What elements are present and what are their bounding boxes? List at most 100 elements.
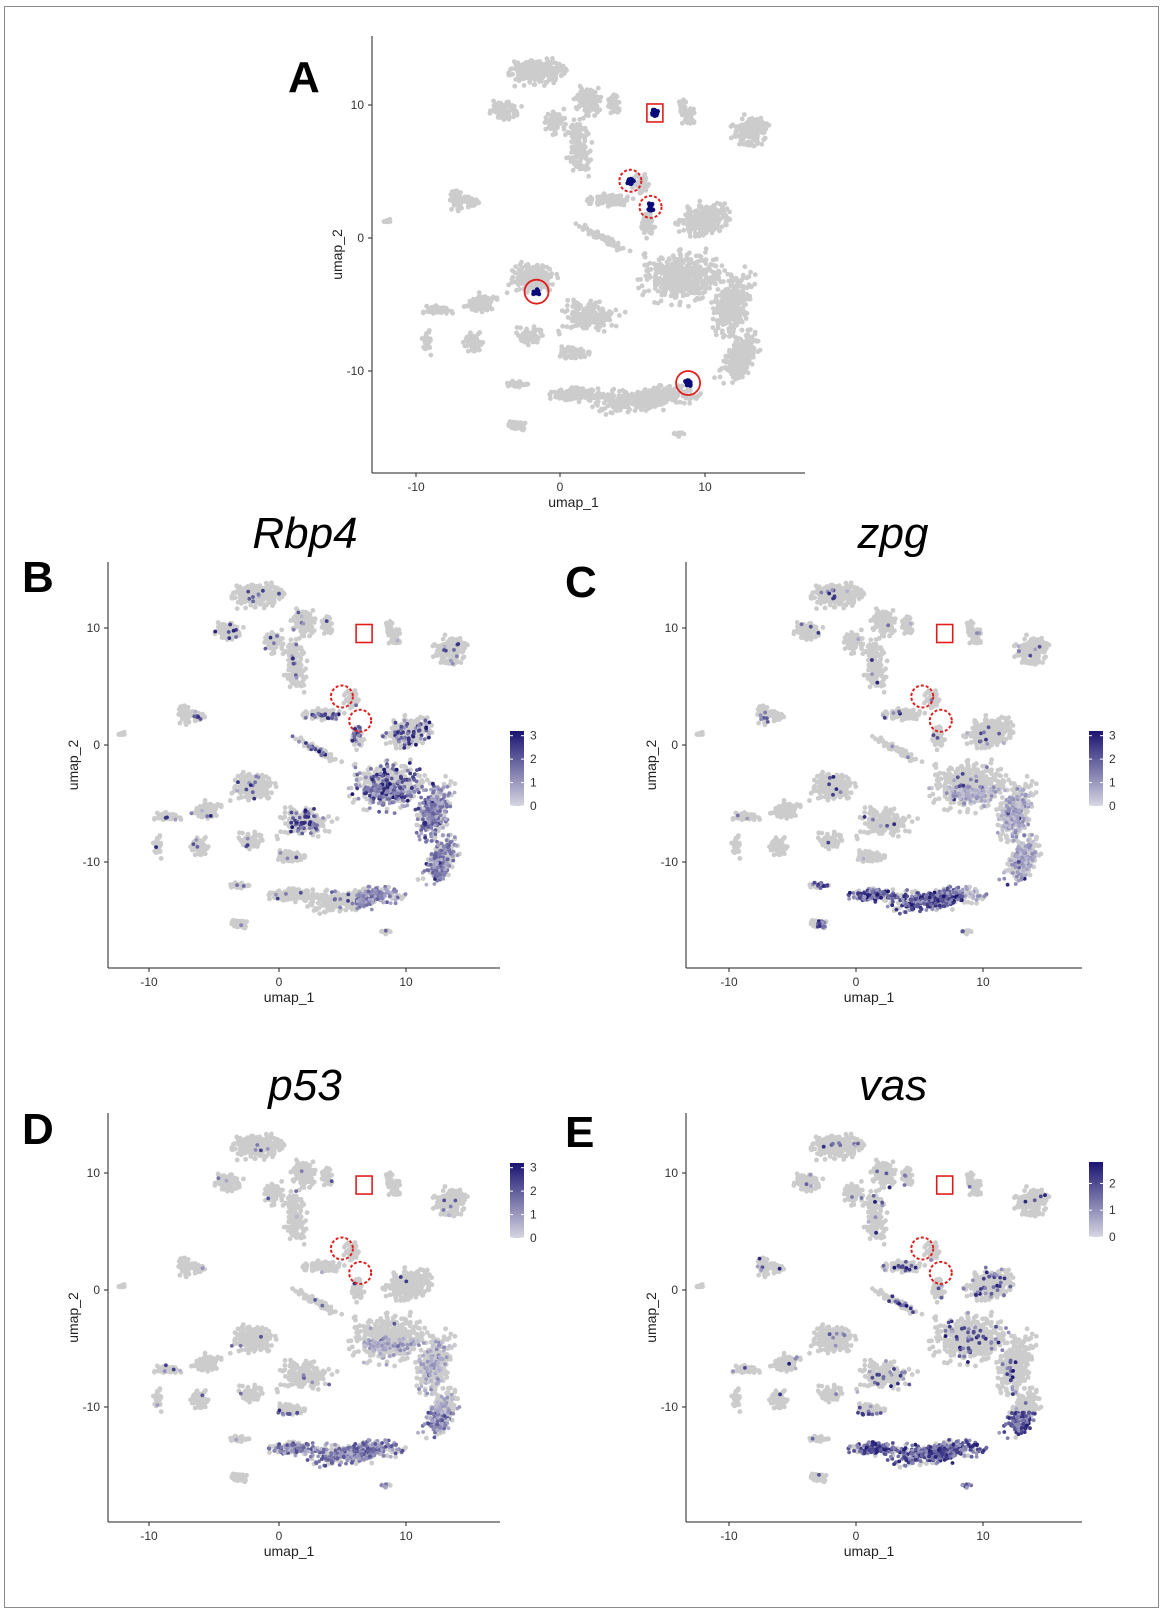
cell-point	[518, 272, 523, 277]
cell-point	[608, 401, 613, 406]
cell-point	[427, 309, 432, 314]
cell-point	[592, 113, 597, 118]
cell-point	[515, 325, 520, 330]
cell-point	[219, 630, 224, 635]
cell-point	[727, 329, 732, 334]
cell-point	[748, 270, 753, 275]
cell-point	[690, 290, 695, 295]
cell-point	[719, 366, 724, 371]
cell-point	[517, 287, 522, 292]
cell-point	[578, 84, 583, 89]
y-axis-label: umap_2	[65, 739, 81, 790]
cell-point	[628, 249, 633, 254]
cell-point	[678, 247, 683, 252]
cell-point	[697, 199, 702, 204]
cell-point	[687, 286, 692, 291]
cell-point	[655, 390, 660, 395]
cell-point	[714, 297, 719, 302]
cell-point	[716, 287, 721, 292]
cell-point	[677, 229, 682, 234]
cell-point	[737, 142, 742, 147]
cell-point	[609, 323, 614, 328]
cell-point	[572, 117, 577, 122]
cell-point	[667, 257, 672, 262]
cell-point	[738, 317, 743, 322]
cell-point	[560, 324, 565, 329]
cell-point	[703, 250, 708, 255]
cell-point	[738, 354, 743, 359]
cell-point	[700, 210, 705, 215]
cell-point	[674, 293, 679, 298]
cell-point	[598, 392, 603, 397]
cell-point	[739, 136, 744, 141]
cell-point	[681, 228, 686, 233]
cell-point	[569, 125, 574, 130]
cell-point	[583, 395, 588, 400]
cell-point	[524, 382, 529, 387]
cell-point	[644, 236, 649, 241]
cell-point	[545, 56, 550, 61]
cell-point	[282, 673, 287, 678]
cell-point	[724, 319, 729, 324]
cell-point	[741, 306, 746, 311]
cell-point	[605, 313, 610, 318]
cell-point	[536, 335, 541, 340]
cell-point	[608, 393, 613, 398]
cell-point	[550, 56, 555, 61]
cell-point	[565, 303, 570, 308]
cell-point	[754, 339, 759, 344]
cell-point	[697, 221, 702, 226]
cell-point	[742, 112, 747, 117]
cell-point	[752, 346, 757, 351]
cell-point	[676, 267, 681, 272]
cell-point	[706, 227, 711, 232]
cell-point	[583, 152, 588, 157]
cell-point	[644, 275, 649, 280]
cell-point	[687, 228, 692, 233]
cell-point	[649, 267, 654, 272]
cell-point	[597, 99, 602, 104]
cell-point	[625, 195, 630, 200]
cell-point	[512, 420, 517, 425]
cell-point	[584, 113, 589, 118]
cell-point	[754, 117, 759, 122]
cell-point	[474, 346, 479, 351]
cell-point	[453, 189, 458, 194]
cell-point	[574, 96, 579, 101]
cell-point	[564, 349, 569, 354]
cell-point	[649, 224, 654, 229]
cell-point	[733, 366, 738, 371]
cell-point	[524, 263, 529, 268]
cell-point	[687, 223, 692, 228]
cell-point	[708, 206, 713, 211]
highlighted-cell-point	[626, 180, 630, 184]
cell-point	[582, 145, 587, 150]
cell-point	[698, 227, 703, 232]
cell-point	[238, 600, 243, 605]
x-axis-label: umap_1	[548, 494, 599, 510]
cell-point	[751, 355, 756, 360]
cell-point	[649, 398, 654, 403]
cell-point	[708, 281, 713, 286]
cell-point	[686, 215, 691, 220]
cell-point	[741, 296, 746, 301]
cell-point	[519, 104, 524, 109]
cell-point	[540, 266, 545, 271]
cell-point	[588, 301, 593, 306]
cell-point	[550, 282, 555, 287]
cell-point	[498, 105, 503, 110]
cell-point	[469, 198, 474, 203]
cell-point	[522, 64, 527, 69]
cell-point	[581, 390, 586, 395]
gene-title: Rbp4	[252, 509, 357, 558]
cell-point	[617, 408, 622, 413]
cell-point	[727, 363, 732, 368]
cell-point	[547, 267, 552, 272]
cell-point	[520, 427, 525, 432]
cell-point	[652, 393, 657, 398]
cell-point	[579, 347, 584, 352]
cell-point	[699, 254, 704, 259]
y-tick-label: -10	[347, 364, 365, 378]
cell-point	[241, 625, 246, 630]
